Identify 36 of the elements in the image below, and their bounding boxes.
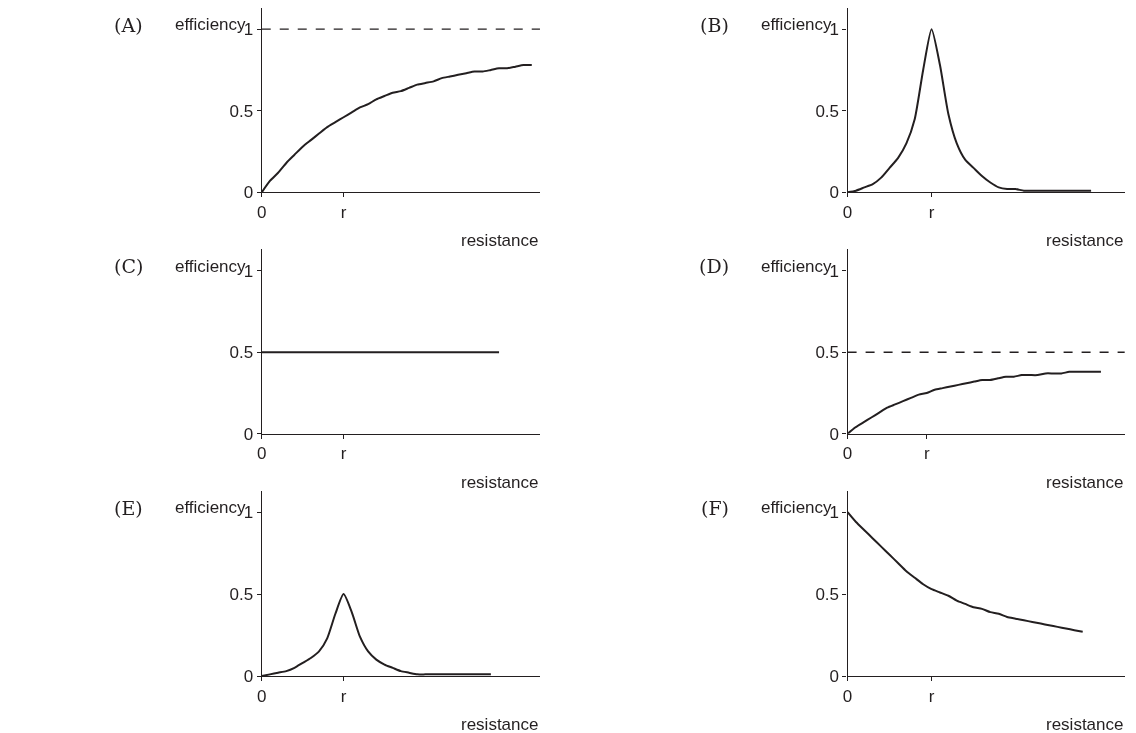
y-tick-label: 0.5: [229, 585, 254, 605]
chart-title: (E): [114, 497, 143, 519]
y-tick-label: 0.5: [229, 101, 254, 121]
x-axis-title: resistance: [1046, 473, 1124, 492]
x-axis-title: resistance: [461, 231, 539, 250]
x-tick-label: 0: [842, 444, 853, 464]
x-axis-title: resistance: [1046, 231, 1124, 250]
chart-title: (D): [699, 255, 730, 277]
x-axis-title: resistance: [461, 715, 539, 733]
x-tick-label: r: [923, 444, 930, 464]
x-tick-label: r: [928, 686, 935, 706]
x-tick-label: 0: [257, 686, 267, 706]
y-tick-label: 0: [829, 424, 840, 444]
y-tick-label: 0: [829, 183, 840, 203]
x-tick-label: r: [340, 686, 347, 706]
chart-title: (F): [701, 497, 730, 519]
y-tick-label: 0.5: [815, 585, 840, 605]
x-axis-title: resistance: [461, 473, 539, 492]
y-tick-label: 0: [243, 183, 254, 203]
y-tick-label: 0.5: [815, 343, 840, 363]
x-tick-label: r: [340, 444, 347, 464]
x-tick-label: r: [340, 202, 347, 222]
y-tick-label: 0: [243, 666, 254, 686]
x-tick-label: 0: [257, 202, 267, 222]
y-tick-label: 0: [829, 666, 840, 686]
x-tick-label: 0: [257, 444, 267, 464]
y-tick-label: 0.5: [815, 101, 840, 121]
chart-title: (B): [700, 14, 729, 36]
y-tick-label: 0: [243, 424, 254, 444]
x-axis-title: resistance: [1046, 715, 1124, 733]
x-tick-label: 0: [842, 686, 853, 706]
chart-title: (A): [114, 14, 143, 36]
x-tick-label: 0: [842, 202, 853, 222]
chart-title: (C): [114, 255, 144, 277]
x-tick-label: r: [928, 202, 935, 222]
y-tick-label: 0.5: [229, 343, 254, 363]
